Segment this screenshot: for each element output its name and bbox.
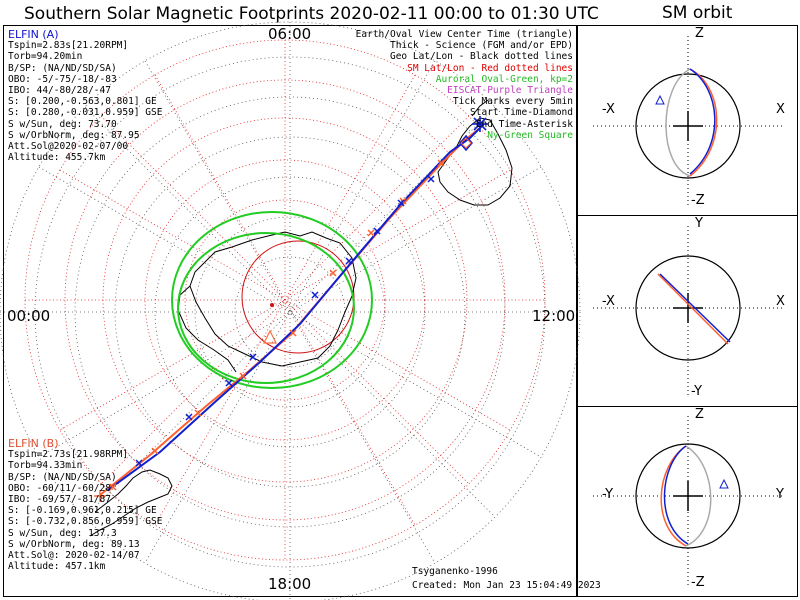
probe-a-line: Altitude: 455.7km [8,152,106,164]
probe-a-line: S: [0.200,-0.563,0.801] GE [8,96,157,108]
map-legend: Earth/Oval View Center Time (triangle) T… [356,29,573,141]
legend-item: End Time-Asterisk [475,118,573,130]
probe-b-info: ELFIN (B) Tspin=2.73s[21.98RPM] Torb=94.… [8,438,162,572]
antarctic-peninsula [177,285,237,373]
legend-item: Auroral Oval-Green, kp=2 [435,73,573,85]
orbit-column-border [577,25,798,597]
probe-b-line: Att.Sol@: 2020-02-14/07 [8,550,140,562]
created-timestamp: Created: Mon Jan 23 15:04:49 2023 [412,580,601,591]
australia-coastline [437,117,513,206]
elfin-b-ticks [109,159,445,491]
probe-b-line: Torb=94.33min [8,460,83,472]
legend-item: Ny-Green Square [487,129,573,141]
view-center-triangle [263,329,277,344]
new-guinea-coastline [471,99,489,117]
orbit-2-top: Y [695,216,703,231]
orbit-panel-xz [593,36,783,206]
probe-b-line: S: [-0.169,0.961,0.215] GE [8,505,157,517]
probe-b-line: Altitude: 457.1km [8,561,106,573]
orbit-2-bottom: -Y [691,384,703,399]
probe-a-line: S w/Sun, deg: 73.70 [8,118,117,130]
legend-item: Thick - Science (FGM and/or EPD) [389,40,573,52]
sm-pole-dot [270,303,274,307]
probe-b-line: IBO: -69/57/-81/87 [8,494,111,506]
orbit-3-right: Y [776,487,784,502]
orbit-2-left: -X [602,294,615,309]
orbit-3-left: -Y [602,487,614,502]
probe-a-line: Torb=94.20min [8,51,83,63]
probe-a-info: ELFIN (A) Tspin=2.83s[21.20RPM] Torb=94.… [8,29,162,163]
probe-a-name: ELFIN (A) [8,28,59,41]
legend-item: Start Time-Diamond [470,107,573,119]
end-asterisk-b [94,490,106,502]
legend-item: Tick Marks every 5min [452,96,573,108]
probe-b-line: B/SP: (NA/ND/SD/SA) [8,471,117,483]
end-asterisk [472,116,488,132]
time-label-top: 06:00 [268,25,312,43]
orbit-1-left: -X [602,102,615,117]
page-title: Southern Solar Magnetic Footprints 2020-… [24,4,599,24]
probe-b-line: S w/Sun, deg: 137.3 [8,527,117,539]
legend-item: Geo Lat/Lon - Black dotted lines [389,51,573,63]
orbit-2-right: X [776,294,785,309]
legend-item: EISCAT-Purple Triangle [447,85,573,97]
time-label-bottom: 18:00 [268,575,312,593]
orbit-1-top: Z [695,26,704,41]
probe-b-line: OBO: -60/11/-60/28 [8,482,111,494]
south-america-coastline [89,469,173,537]
orbit-3-bottom: -Z [691,575,705,590]
legend-item: SM Lat/Lon - Red dotted lines [407,62,573,74]
probe-b-line: S: [-0.732,0.856,0.959] GSE [8,516,163,528]
map-border [3,25,577,597]
sm-grid [24,39,546,561]
sm-pole-circle [241,240,355,354]
orbit-panels [593,36,783,586]
start-diamond-b [460,137,472,149]
probe-b-line: S w/OrbNorm, deg: 89.13 [8,538,140,550]
probe-a-line: Att.Sol@2020-02-07/00 [8,141,129,153]
model-credit: Tsyganenko-1996 [412,566,498,577]
probe-a-line: OBO: -5/-75/-18/-83 [8,73,117,85]
probe-a-line: IBO: 44/-80/28/-47 [8,85,111,97]
time-label-left: 00:00 [7,307,51,325]
start-diamond [459,134,473,152]
probe-b-name: ELFIN (B) [8,437,59,450]
orbit-1-bottom: -Z [691,193,705,208]
auroral-oval [171,211,373,389]
probe-a-line: B/SP: (NA/ND/SD/SA) [8,62,117,74]
elfin-a-ticks [135,175,435,467]
elfin-a-track [107,123,485,491]
probe-a-line: S: [0.280,-0.031,0.959] GSE [8,107,163,119]
orbit-panel-yz [593,416,783,586]
probe-a-line: S w/OrbNorm, deg: 87.95 [8,129,140,141]
orbit-panel-xy [593,226,783,396]
orbit-3-top: Z [695,407,704,422]
time-label-right: 12:00 [532,307,576,325]
probe-a-line: Tspin=2.83s[21.20RPM] [8,40,129,52]
orbit-title: SM orbit [662,3,733,23]
legend-item: Earth/Oval View Center Time (triangle) [355,29,573,40]
probe-b-line: Tspin=2.73s[21.98RPM] [8,449,129,461]
orbit-1-right: X [776,102,785,117]
